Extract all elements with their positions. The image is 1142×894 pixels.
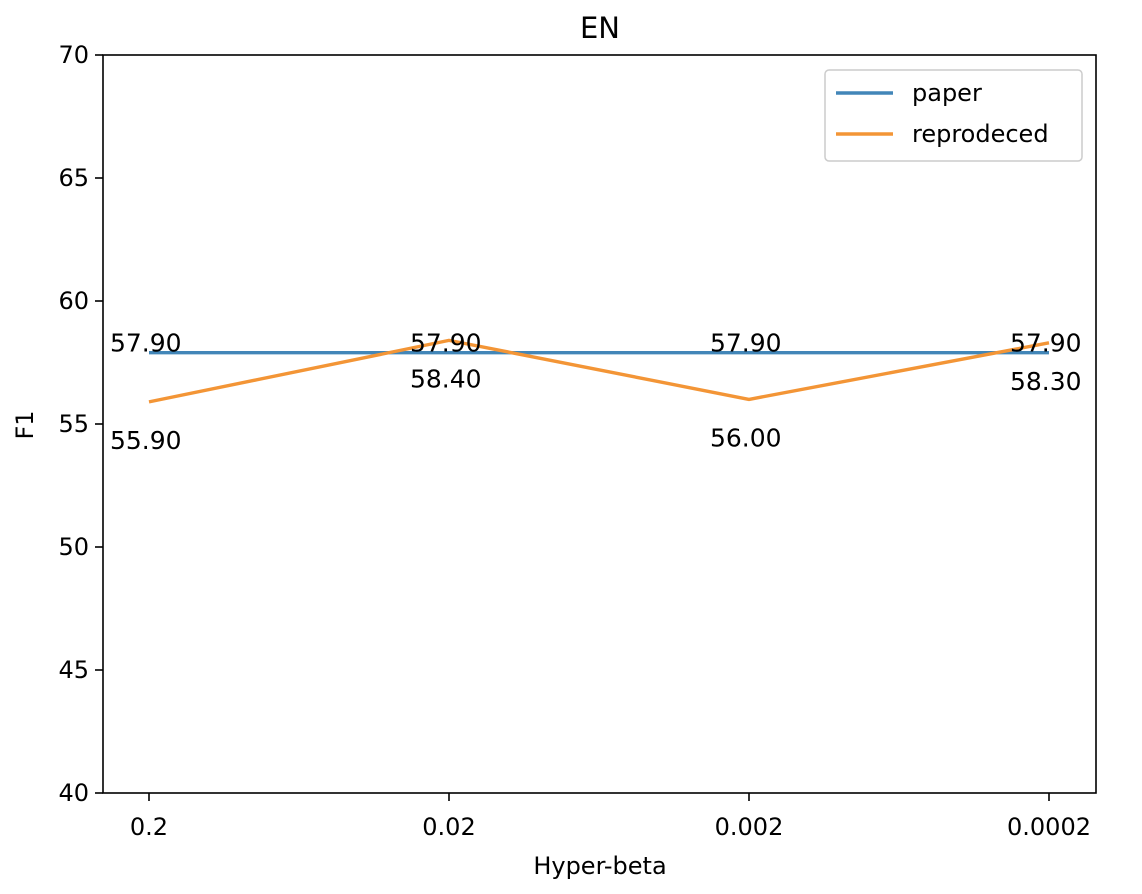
y-tick-label-2: 50 (58, 533, 89, 561)
legend-label-paper: paper (912, 79, 982, 107)
plot-frame (102, 54, 1097, 794)
data-label-paper-0: 57.90 (110, 329, 182, 358)
legend-label-reprodeced: reprodeced (912, 120, 1049, 148)
y-axis-title: F1 (11, 410, 39, 439)
x-tick-label-3: 0.0002 (1007, 813, 1091, 841)
y-axis: 40 45 50 55 60 65 70 (58, 41, 103, 807)
y-tick-label-3: 55 (58, 410, 89, 438)
data-label-reprodeced-0: 55.90 (110, 426, 182, 455)
legend: paper reprodeced (824, 69, 1083, 162)
series-line-reprodeced (148, 338, 1050, 404)
data-label-paper-1: 57.90 (410, 329, 482, 358)
data-label-reprodeced-2: 56.00 (710, 423, 782, 452)
data-label-reprodeced-1: 58.40 (410, 364, 482, 393)
y-tick-label-0: 40 (58, 779, 89, 807)
y-tick-label-5: 65 (58, 164, 89, 192)
x-axis-title: Hyper-beta (533, 852, 666, 880)
data-label-reprodeced-3: 58.30 (1010, 367, 1082, 396)
plot-area (148, 338, 1050, 404)
x-tick-label-1: 0.02 (422, 813, 475, 841)
x-axis: 0.2 0.02 0.002 0.0002 (130, 793, 1091, 841)
y-tick-label-6: 70 (58, 41, 89, 69)
x-tick-label-0: 0.2 (130, 813, 168, 841)
data-labels: 57.90 57.90 57.90 57.90 55.90 58.40 56.00 58.30 (110, 329, 1082, 455)
data-label-paper-2: 57.90 (710, 329, 782, 358)
x-tick-label-2: 0.002 (715, 813, 784, 841)
chart-title: EN (580, 11, 620, 45)
y-tick-label-4: 60 (58, 287, 89, 315)
y-tick-label-1: 45 (58, 656, 89, 684)
data-label-paper-3: 57.90 (1010, 329, 1082, 358)
